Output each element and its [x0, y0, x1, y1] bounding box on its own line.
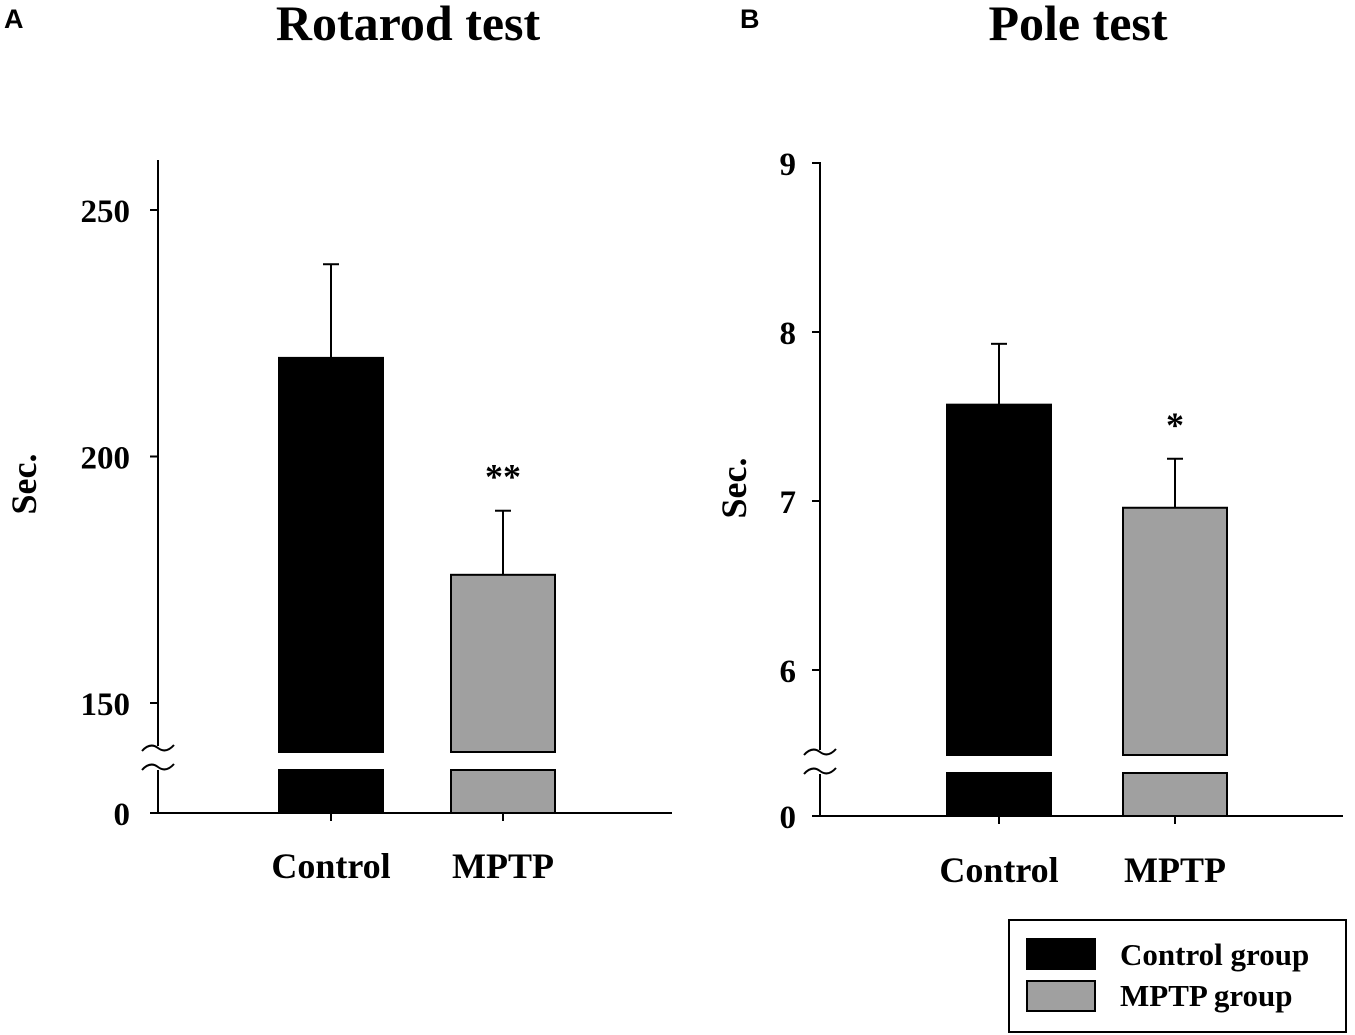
- panel-a-y-tick-label-2: 250: [81, 194, 131, 230]
- panel-b-y-tick-label-0: 6: [780, 654, 797, 690]
- panel-b-axis-break-mark-bottom: [803, 767, 837, 775]
- panel-b-y-axis-label: Sec.: [714, 458, 754, 519]
- panel-a-y-axis-label: Sec.: [4, 454, 44, 515]
- panel-a-x-label-control: Control: [271, 846, 390, 886]
- panel-a-y-tick-label-zero: 0: [114, 797, 131, 833]
- panel-b-axis-break-mark-top: [803, 748, 837, 756]
- panel-a-bar-mptp-base: [450, 769, 556, 814]
- panel-a: A Rotarod test Sec. 0 150 200 250 Control M…: [4, 0, 672, 886]
- panel-b-y-tick-label-zero: 0: [780, 800, 797, 836]
- panel-a-title: Rotarod test: [276, 0, 541, 51]
- legend-swatch-control: [1026, 938, 1096, 970]
- panel-b-y-tick-label-3: 9: [780, 147, 797, 183]
- panel-a-axis-break-mark-top: [141, 744, 175, 752]
- panel-b-bar-control: [946, 403, 1052, 756]
- panel-a-x-label-mptp: MPTP: [452, 846, 554, 886]
- legend: Control group MPTP group: [1008, 919, 1347, 1033]
- panel-a-y-tick-label-1: 200: [81, 441, 131, 477]
- panel-b-axes: 0: [780, 162, 1343, 836]
- legend-label-mptp: MPTP group: [1120, 978, 1293, 1013]
- panel-b-bar-mptp: [1122, 506, 1228, 757]
- panel-b-x-label-control: Control: [939, 850, 1058, 890]
- panel-b-y-tick-label-1: 7: [780, 485, 797, 521]
- panel-a-letter: A: [4, 4, 24, 34]
- panel-b-bar-control-base: [946, 772, 1052, 817]
- panel-a-significance-mptp: **: [485, 457, 521, 497]
- panel-a-bar-mptp: [450, 573, 556, 753]
- panel-a-axes: 0: [114, 160, 672, 833]
- panel-a-bar-control: [278, 356, 384, 753]
- panel-a-bar-control-base: [278, 769, 384, 814]
- panel-a-axis-break-mark-bottom: [141, 763, 175, 771]
- panel-b-x-label-mptp: MPTP: [1124, 850, 1226, 890]
- panel-b-title: Pole test: [988, 0, 1167, 51]
- panel-a-y-tick-label-0: 150: [81, 687, 131, 723]
- legend-label-control: Control group: [1120, 937, 1309, 972]
- panel-b-significance-mptp: *: [1166, 405, 1184, 445]
- panel-b: B Pole test Sec. 0 6 7 8 9 Control MPTP *: [714, 0, 1343, 890]
- panel-b-y-tick-label-2: 8: [780, 316, 797, 352]
- legend-swatch-mptp: [1026, 980, 1096, 1012]
- panel-b-bar-mptp-base: [1122, 772, 1228, 817]
- panel-b-letter: B: [740, 4, 760, 34]
